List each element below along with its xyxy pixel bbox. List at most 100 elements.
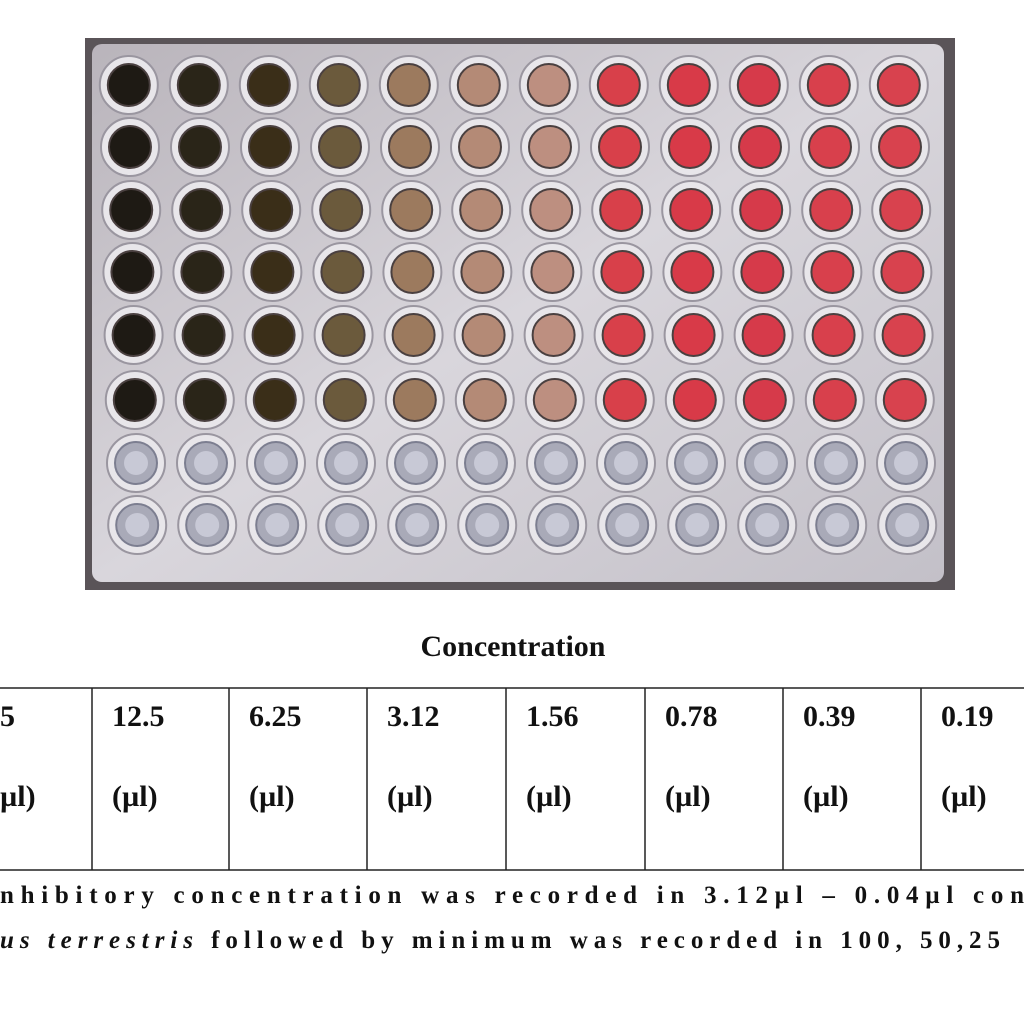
well bbox=[596, 63, 641, 107]
well bbox=[736, 63, 781, 107]
well bbox=[176, 63, 221, 107]
well bbox=[812, 378, 857, 422]
cell-value: 5 bbox=[0, 700, 15, 733]
well bbox=[318, 125, 362, 169]
well bbox=[672, 378, 717, 422]
well bbox=[110, 250, 155, 294]
well bbox=[529, 188, 574, 232]
well bbox=[322, 378, 367, 422]
well-center bbox=[124, 451, 148, 475]
table: 5 µl) 12.5 (µl) 6.25 (µl) 3.12 (µl) 1.56 (µl) 0.78… bbox=[0, 687, 1024, 871]
well bbox=[738, 125, 782, 169]
well bbox=[808, 125, 852, 169]
well-center bbox=[544, 451, 568, 475]
well-center bbox=[264, 451, 288, 475]
cell-value: 1.56 bbox=[526, 700, 579, 733]
well bbox=[319, 188, 364, 232]
well bbox=[460, 250, 505, 294]
well-center bbox=[334, 451, 358, 475]
cell-value: 0.78 bbox=[665, 700, 718, 733]
well-center bbox=[405, 513, 430, 537]
well bbox=[112, 378, 157, 422]
well-center bbox=[755, 513, 780, 537]
well bbox=[320, 250, 365, 294]
well bbox=[462, 378, 507, 422]
well bbox=[879, 188, 924, 232]
well bbox=[876, 63, 921, 107]
well bbox=[599, 188, 644, 232]
well bbox=[670, 250, 715, 294]
well-center bbox=[265, 513, 290, 537]
cell-value: 6.25 bbox=[249, 700, 302, 733]
well bbox=[182, 378, 227, 422]
cell-value: 0.19 bbox=[941, 700, 994, 733]
well bbox=[179, 188, 224, 232]
well bbox=[246, 63, 291, 107]
well bbox=[602, 378, 647, 422]
well bbox=[526, 63, 571, 107]
well-center bbox=[335, 513, 360, 537]
well-center bbox=[125, 513, 150, 537]
well bbox=[668, 125, 712, 169]
cell-value: 12.5 bbox=[112, 700, 165, 733]
well-center bbox=[685, 513, 710, 537]
well bbox=[531, 313, 576, 357]
well bbox=[740, 250, 785, 294]
well bbox=[806, 63, 851, 107]
well bbox=[316, 63, 361, 107]
well bbox=[178, 125, 222, 169]
well bbox=[111, 313, 156, 357]
cell-unit: (µl) bbox=[941, 780, 987, 813]
well bbox=[669, 188, 714, 232]
well bbox=[249, 188, 294, 232]
wells bbox=[98, 55, 938, 555]
well bbox=[252, 378, 297, 422]
well-center bbox=[615, 513, 640, 537]
well bbox=[456, 63, 501, 107]
cell-unit: (µl) bbox=[387, 780, 433, 813]
well bbox=[248, 125, 292, 169]
well-center bbox=[894, 451, 918, 475]
well-center bbox=[474, 451, 498, 475]
well bbox=[598, 125, 642, 169]
well-center bbox=[895, 513, 920, 537]
well bbox=[389, 188, 434, 232]
well-center bbox=[545, 513, 570, 537]
cell-unit: (µl) bbox=[249, 780, 295, 813]
well bbox=[878, 125, 922, 169]
well bbox=[461, 313, 506, 357]
well bbox=[881, 313, 926, 357]
well bbox=[810, 250, 855, 294]
well bbox=[809, 188, 854, 232]
cell-value: 3.12 bbox=[387, 700, 440, 733]
well bbox=[601, 313, 646, 357]
well-plate bbox=[92, 44, 944, 582]
species-name: us terrestris bbox=[0, 927, 193, 954]
well bbox=[388, 125, 432, 169]
well bbox=[391, 313, 436, 357]
well bbox=[181, 313, 226, 357]
table-row: 5 µl) 12.5 (µl) 6.25 (µl) 3.12 (µl) 1.56 (µl) 0.78… bbox=[0, 688, 994, 870]
well bbox=[108, 125, 152, 169]
caption-line: nhibitory concentration was recorded in … bbox=[0, 882, 1024, 909]
well bbox=[671, 313, 716, 357]
well-center bbox=[194, 451, 218, 475]
well bbox=[882, 378, 927, 422]
well bbox=[742, 378, 787, 422]
well-center bbox=[404, 451, 428, 475]
caption-text: followed by minimum was recorded in 100,… bbox=[199, 927, 1000, 954]
well bbox=[392, 378, 437, 422]
cell-unit: (µl) bbox=[803, 780, 849, 813]
well-center bbox=[195, 513, 220, 537]
well bbox=[739, 188, 784, 232]
well bbox=[880, 250, 925, 294]
heading: Concentration bbox=[421, 630, 606, 663]
well bbox=[386, 63, 431, 107]
well bbox=[811, 313, 856, 357]
well bbox=[109, 188, 154, 232]
well bbox=[390, 250, 435, 294]
cell-unit: (µl) bbox=[112, 780, 158, 813]
well-center bbox=[475, 513, 500, 537]
well-center bbox=[825, 513, 850, 537]
well bbox=[250, 250, 295, 294]
